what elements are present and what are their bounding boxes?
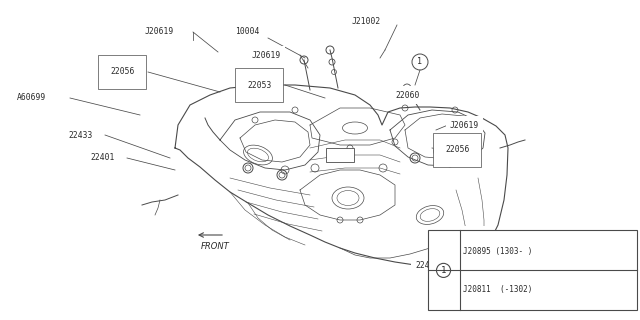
Bar (428, 230, 637, 310)
Text: 22433: 22433 (68, 131, 92, 140)
Text: 10004: 10004 (235, 28, 259, 36)
Text: J21002: J21002 (352, 18, 381, 27)
Polygon shape (175, 85, 508, 266)
Text: J20811  (-1302): J20811 (-1302) (463, 285, 532, 294)
Text: J20619: J20619 (145, 28, 174, 36)
Text: J20895 (1303- ): J20895 (1303- ) (463, 247, 532, 256)
Text: 22060: 22060 (395, 91, 419, 100)
Text: A090001286: A090001286 (589, 303, 635, 312)
Text: J20619: J20619 (450, 121, 479, 130)
Text: 1: 1 (417, 58, 422, 67)
Text: J20619: J20619 (252, 51, 281, 60)
Text: 22433: 22433 (465, 230, 490, 239)
Text: 22401: 22401 (415, 260, 440, 269)
Text: A60699: A60699 (490, 274, 519, 283)
Text: 1: 1 (441, 266, 446, 275)
Text: 22056: 22056 (445, 146, 469, 155)
Text: 22053: 22053 (247, 81, 271, 90)
Text: FRONT: FRONT (200, 242, 229, 251)
Text: 22056: 22056 (110, 68, 134, 76)
FancyBboxPatch shape (326, 148, 354, 162)
Text: 22401: 22401 (90, 154, 115, 163)
Text: A60699: A60699 (17, 93, 46, 102)
